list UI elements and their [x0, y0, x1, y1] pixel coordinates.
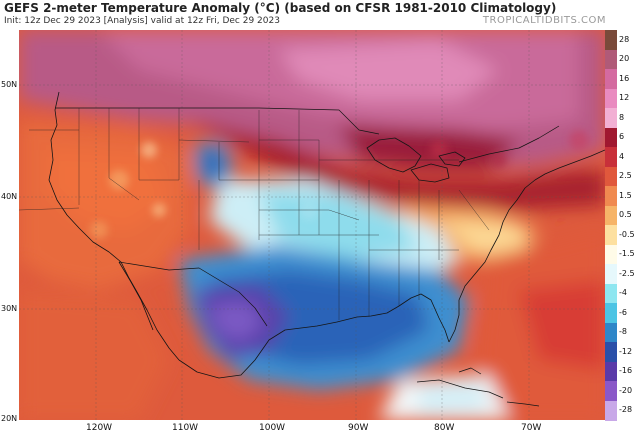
colorbar-segment [605, 244, 617, 265]
colorbar-label: -20 [619, 385, 633, 395]
colorbar-label: -1.5 [619, 249, 635, 259]
colorbar-segment [605, 322, 617, 343]
colorbar-segment [605, 283, 617, 304]
anomaly-map [19, 30, 605, 420]
colorbar-segment [605, 147, 617, 167]
brand-watermark: TROPICALTIDBITS.COM [482, 15, 606, 26]
colorbar-label: 8 [619, 112, 625, 122]
map-subtitle: Init: 12z Dec 29 2023 [Analysis] valid a… [4, 16, 280, 26]
colorbar-label: -6 [619, 307, 627, 317]
colorbar-label: -12 [619, 346, 633, 356]
colorbar-segment [605, 381, 617, 401]
colorbar-label: -28 [619, 405, 633, 415]
colorbar-segment [605, 88, 617, 109]
colorbar-segment [605, 166, 617, 187]
colorbar-label: 28 [619, 34, 630, 44]
colorbar-label: 4 [619, 151, 625, 161]
lon-label-80w: 80W [434, 423, 455, 433]
lat-label-30n: 30N [1, 304, 18, 313]
colorbar-segment [605, 69, 617, 89]
colorbar-label: 0.5 [619, 210, 632, 220]
colorbar-label: -4 [619, 288, 627, 298]
colorbar-segment [605, 400, 617, 421]
lon-label-90w: 90W [348, 423, 369, 433]
colorbar-label: 2.5 [619, 171, 632, 181]
colorbar-label: 6 [619, 132, 625, 142]
colorbar-label: 1.5 [619, 190, 632, 200]
colorbar-label: 16 [619, 73, 630, 83]
map-outlines [48, 91, 605, 407]
colorbar-segment [605, 225, 617, 245]
colorbar-label: -0.5 [619, 229, 635, 239]
lon-label-120w: 120W [86, 423, 113, 433]
colorbar-segment [605, 361, 617, 382]
lat-label-20n: 20N [1, 414, 18, 423]
colorbar-label: -2.5 [619, 268, 635, 278]
lon-label-110w: 110W [172, 423, 199, 433]
header: GEFS 2-meter Temperature Anomaly (°C) (b… [0, 0, 640, 30]
colorbar-segment [605, 303, 617, 323]
colorbar-label: 20 [619, 54, 630, 64]
map-title: GEFS 2-meter Temperature Anomaly (°C) (b… [4, 1, 557, 15]
colorbar-segment [605, 30, 617, 50]
lon-label-70w: 70W [521, 423, 542, 433]
map-canvas [19, 30, 605, 420]
colorbar-segment [605, 342, 617, 362]
colorbar-label: 12 [619, 93, 630, 103]
colorbar-segment [605, 186, 617, 206]
colorbar-segment [605, 108, 617, 128]
anomaly-field [19, 30, 605, 420]
graticule [19, 30, 605, 420]
colorbar-segment [605, 264, 617, 284]
colorbar-segment [605, 205, 617, 226]
colorbar-label: -8 [619, 327, 627, 337]
colorbar-segment [605, 127, 617, 148]
lon-label-100w: 100W [259, 423, 286, 433]
lat-label-40n: 40N [1, 192, 18, 201]
colorbar-segment [605, 49, 617, 70]
lat-label-50n: 50N [1, 80, 18, 89]
colorbar [605, 30, 617, 421]
state-borders [19, 108, 490, 320]
colorbar-label: -16 [619, 366, 633, 376]
